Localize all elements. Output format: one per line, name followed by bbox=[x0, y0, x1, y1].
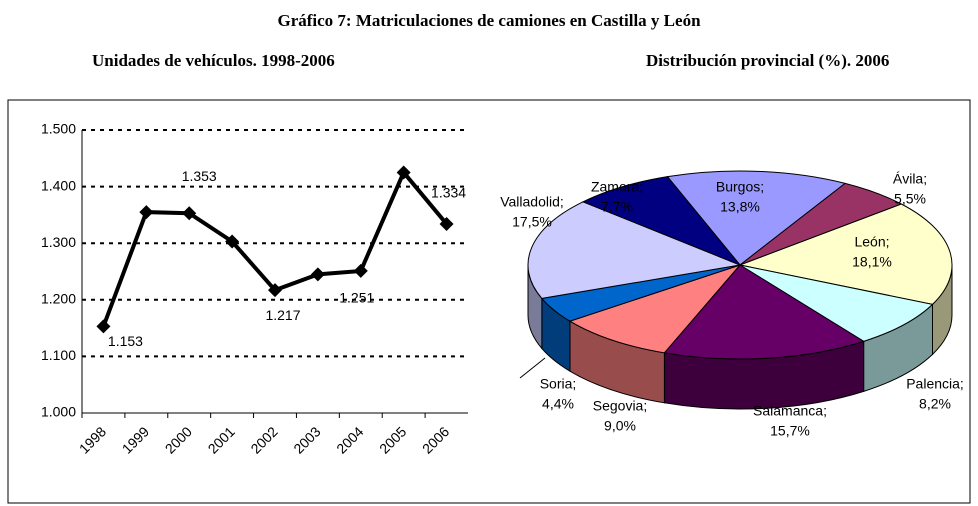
y-tick-label: 1.500 bbox=[41, 121, 76, 137]
slice-name: Ávila; bbox=[893, 171, 927, 187]
marker bbox=[96, 319, 111, 334]
slice-name: León; bbox=[854, 234, 889, 250]
marker bbox=[225, 234, 240, 249]
x-tick-label: 2006 bbox=[419, 423, 452, 456]
pie-slice bbox=[663, 264, 865, 360]
data-label: 1.353 bbox=[182, 168, 217, 184]
line bbox=[101, 168, 449, 328]
pie-slice bbox=[568, 263, 742, 354]
line-subtitle: Unidades de vehículos. 1998-2006 bbox=[92, 51, 335, 70]
marker bbox=[439, 216, 454, 231]
marker bbox=[182, 206, 197, 221]
slice-name: Salamanca; bbox=[753, 403, 827, 419]
x-tick-label: 1999 bbox=[119, 423, 152, 456]
slice-value: 17,5% bbox=[512, 214, 552, 230]
x-tick-label: 2000 bbox=[162, 423, 195, 456]
data-label: 1.153 bbox=[108, 333, 143, 349]
y-tick-label: 1.200 bbox=[41, 291, 76, 307]
slice-value: 5,5% bbox=[894, 191, 926, 207]
x-tick-label: 2001 bbox=[205, 423, 238, 456]
marker bbox=[353, 263, 368, 278]
chart-frame bbox=[7, 99, 971, 504]
pie-slice bbox=[738, 203, 953, 305]
slice-name: Palencia; bbox=[906, 376, 964, 392]
data-label: 1.217 bbox=[265, 307, 300, 323]
slice-name: Soria; bbox=[540, 376, 577, 392]
y-tick-label: 1.400 bbox=[41, 177, 76, 193]
leader bbox=[519, 357, 546, 379]
slice-value: 7,7% bbox=[601, 199, 633, 215]
slice-value: 18,1% bbox=[852, 254, 892, 270]
x-tick-label: 1998 bbox=[76, 423, 109, 456]
marker bbox=[396, 165, 411, 180]
pie-slice bbox=[666, 170, 847, 266]
marker bbox=[268, 283, 282, 298]
x-tick-label: 2004 bbox=[333, 423, 366, 456]
pie-slice bbox=[581, 176, 741, 266]
slice-name: Segovia; bbox=[593, 398, 647, 414]
data-label: 1.334 bbox=[431, 185, 466, 201]
pie-slice bbox=[527, 201, 742, 299]
slice-value: 8,2% bbox=[919, 396, 951, 412]
data-label: 1.251 bbox=[339, 290, 374, 306]
marker bbox=[310, 267, 325, 282]
slice-name: Burgos; bbox=[716, 179, 764, 195]
slice-name: Zamora; bbox=[591, 179, 643, 195]
y-tick-label: 1.300 bbox=[41, 234, 76, 250]
slice-value: 4,4% bbox=[542, 396, 574, 412]
x-tick-label: 2005 bbox=[376, 423, 409, 456]
slice-value: 9,0% bbox=[604, 418, 636, 434]
marker bbox=[139, 205, 154, 220]
slice-value: 13,8% bbox=[720, 199, 760, 215]
slice-value: 15,7% bbox=[770, 423, 810, 439]
pie-subtitle: Distribución provincial (%). 2006 bbox=[646, 51, 889, 70]
y-tick-label: 1.100 bbox=[41, 347, 76, 363]
slice-name: Valladolid; bbox=[500, 194, 564, 210]
pie-slice bbox=[739, 264, 934, 342]
x-tick-label: 2003 bbox=[290, 423, 323, 456]
y-tick-label: 1.000 bbox=[41, 404, 76, 420]
title: Gráfico 7: Matriculaciones de camiones e… bbox=[277, 11, 701, 30]
x-tick-label: 2002 bbox=[247, 423, 280, 456]
